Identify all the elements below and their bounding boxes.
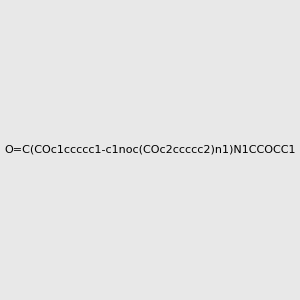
Text: O=C(COc1ccccc1-c1noc(COc2ccccc2)n1)N1CCOCC1: O=C(COc1ccccc1-c1noc(COc2ccccc2)n1)N1CCO… — [4, 145, 296, 155]
